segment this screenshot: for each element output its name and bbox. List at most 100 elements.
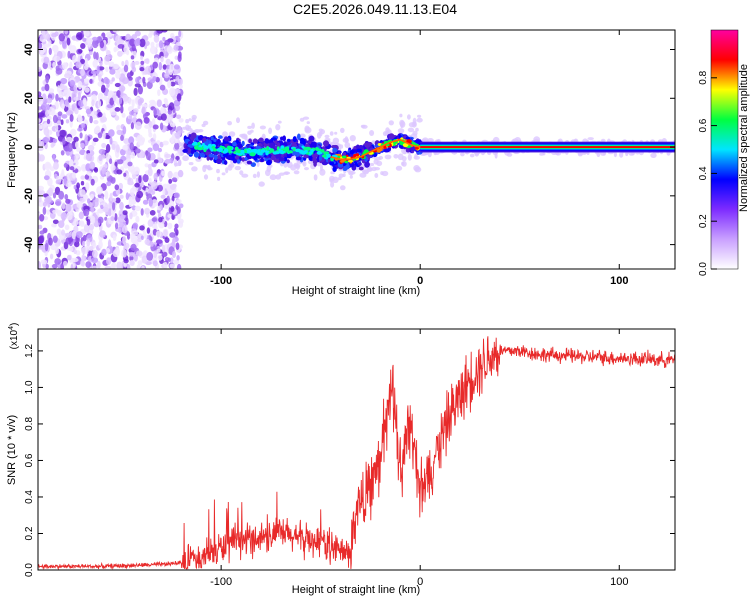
- halo-speck: [275, 124, 281, 131]
- noise-speck: [93, 167, 99, 173]
- noise-speck: [151, 217, 157, 222]
- noise-speck: [178, 30, 182, 38]
- core-speck: [278, 149, 284, 153]
- halo-speck: [306, 121, 310, 125]
- band-speck: [269, 142, 275, 149]
- band-speck: [323, 140, 329, 147]
- band-speck: [216, 158, 222, 165]
- band-speck: [273, 158, 280, 163]
- noise-speck: [70, 264, 74, 269]
- noise-speck: [52, 138, 58, 144]
- noise-speck: [84, 174, 90, 180]
- noise-speck: [123, 44, 129, 54]
- core-speck: [295, 148, 301, 153]
- colorbar-ticks: 0.0 0.2 0.4 0.6 0.8: [698, 70, 717, 276]
- halo-speck: [191, 130, 199, 134]
- noise-speck: [111, 77, 115, 82]
- noise-speck: [97, 111, 103, 118]
- noise-speck: [129, 212, 133, 220]
- halo-speck: [227, 121, 233, 126]
- noise-speck: [108, 61, 115, 67]
- noise-speck: [73, 136, 79, 142]
- noise-speck: [113, 63, 119, 69]
- halo-speck: [258, 181, 265, 187]
- noise-speck: [173, 64, 180, 70]
- noise-speck: [92, 39, 99, 49]
- halo-speck: [191, 117, 196, 122]
- noise-speck: [132, 222, 139, 230]
- noise-speck: [157, 89, 161, 97]
- noise-speck: [164, 159, 171, 164]
- noise-speck: [122, 235, 127, 245]
- noise-speck: [75, 141, 79, 149]
- noise-speck: [42, 44, 47, 53]
- noise-speck: [52, 61, 56, 68]
- band-speck: [218, 135, 223, 139]
- noise-speck: [98, 148, 106, 155]
- core-speck: [210, 148, 214, 152]
- noise-speck: [96, 65, 100, 74]
- noise-speck: [166, 46, 173, 54]
- band-speck: [210, 136, 214, 141]
- noise-speck: [65, 98, 69, 108]
- noise-speck: [77, 116, 83, 123]
- noise-speck: [84, 208, 90, 217]
- snr-x-tick-label: 100: [610, 576, 628, 588]
- noise-speck: [149, 210, 156, 216]
- y-tick-label: 0: [23, 144, 35, 150]
- noise-speck: [107, 54, 113, 60]
- spectrogram-axes: -100 0 100 -40 -20 0 20 40: [23, 30, 675, 287]
- halo-speck: [407, 154, 412, 161]
- noise-speck: [78, 220, 82, 226]
- core-speck: [259, 152, 263, 155]
- halo-speck: [294, 164, 301, 168]
- halo-speck: [205, 165, 211, 169]
- noise-speck: [146, 227, 151, 234]
- noise-speck: [74, 241, 80, 248]
- band-speck: [357, 162, 362, 166]
- noise-speck: [58, 91, 65, 99]
- band-speck: [255, 145, 261, 150]
- colorbar-label: Normalized spectral amplitude: [738, 64, 750, 212]
- noise-speck: [162, 64, 167, 70]
- halo-speck: [494, 152, 498, 159]
- core-speck: [197, 141, 201, 146]
- noise-speck: [145, 151, 151, 161]
- noise-speck: [71, 104, 76, 111]
- y-tick-label: -20: [23, 188, 35, 204]
- noise-speck: [168, 69, 173, 76]
- noise-speck: [86, 239, 91, 247]
- band-speck: [299, 139, 306, 145]
- noise-speck: [177, 169, 184, 178]
- snr-scale-base: (x10: [9, 329, 20, 349]
- noise-speck: [62, 89, 70, 97]
- halo-speck: [342, 173, 346, 177]
- noise-speck: [139, 225, 145, 231]
- noise-speck: [38, 66, 42, 72]
- noise-speck: [77, 127, 83, 132]
- noise-speck: [121, 77, 129, 85]
- carrier-band-core: [420, 146, 675, 149]
- noise-speck: [86, 170, 93, 176]
- noise-speck: [38, 140, 43, 148]
- noise-speck: [69, 114, 74, 122]
- halo-speck: [277, 120, 282, 124]
- noise-speck: [160, 194, 166, 199]
- noise-speck: [38, 243, 44, 250]
- noise-speck: [147, 167, 153, 177]
- noise-speck: [44, 242, 49, 252]
- noise-speck: [80, 43, 86, 49]
- noise-speck: [140, 55, 144, 60]
- colorbar-tick-label: 0.0: [698, 262, 709, 276]
- band-speck: [187, 148, 192, 154]
- core-speck: [248, 150, 251, 154]
- halo-speck: [380, 171, 384, 176]
- noise-speck: [133, 112, 137, 118]
- noise-speck: [112, 202, 116, 211]
- halo-speck: [217, 176, 221, 181]
- core-speck: [224, 148, 229, 154]
- noise-speck: [93, 120, 99, 125]
- noise-speck: [108, 129, 115, 137]
- noise-speck: [143, 117, 150, 124]
- halo-speck: [251, 122, 255, 129]
